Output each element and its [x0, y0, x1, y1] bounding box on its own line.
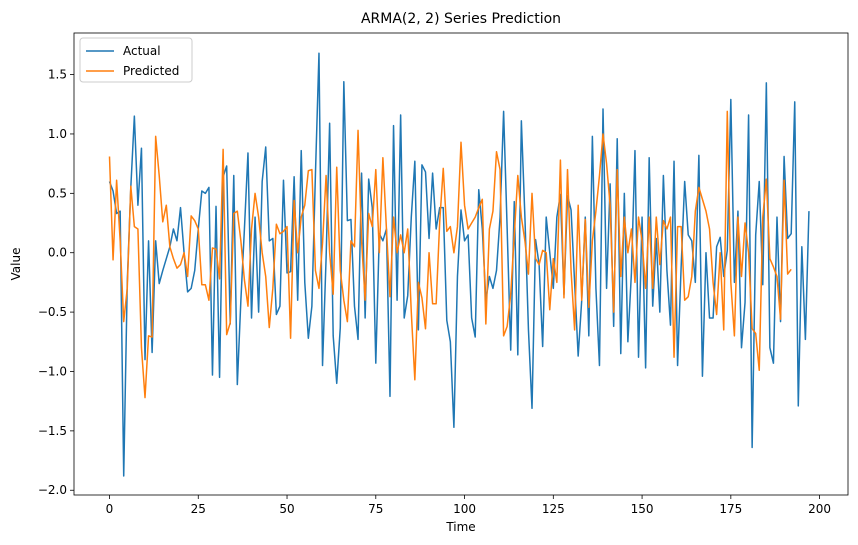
y-tick-label: −1.5 — [38, 424, 67, 438]
x-tick-label: 50 — [279, 502, 294, 516]
legend: Actual Predicted — [79, 37, 193, 83]
x-tick-label: 100 — [453, 502, 476, 516]
series-line-actual — [108, 52, 810, 477]
y-tick-label: 1.0 — [48, 127, 67, 141]
x-tick-label: 175 — [719, 502, 742, 516]
y-tick-label: 0.0 — [48, 246, 67, 260]
axis-ticks: 0 25 50 75 100 125 150 175 200 −2.0 −1.5 −1.0 −0.5 0.… — [38, 68, 831, 516]
x-tick-label: 0 — [106, 502, 114, 516]
x-tick-label: 75 — [368, 502, 383, 516]
series-line-predicted — [108, 110, 792, 399]
x-tick-label: 25 — [191, 502, 206, 516]
axes-frame — [73, 32, 849, 496]
legend-label-predicted: Predicted — [123, 64, 179, 78]
x-tick-label: 125 — [542, 502, 565, 516]
y-axis-label: Value — [9, 248, 23, 281]
x-tick-label: 150 — [631, 502, 654, 516]
y-tick-label: −0.5 — [38, 305, 67, 319]
x-tick-label: 200 — [808, 502, 831, 516]
y-tick-label: −2.0 — [38, 483, 67, 497]
series-lines — [108, 52, 810, 477]
chart-title: ARMA(2, 2) Series Prediction — [361, 11, 561, 27]
y-tick-label: 0.5 — [48, 186, 67, 200]
x-axis-label: Time — [445, 520, 475, 534]
legend-label-actual: Actual — [123, 44, 161, 58]
y-tick-label: 1.5 — [48, 68, 67, 82]
y-tick-label: −1.0 — [38, 364, 67, 378]
